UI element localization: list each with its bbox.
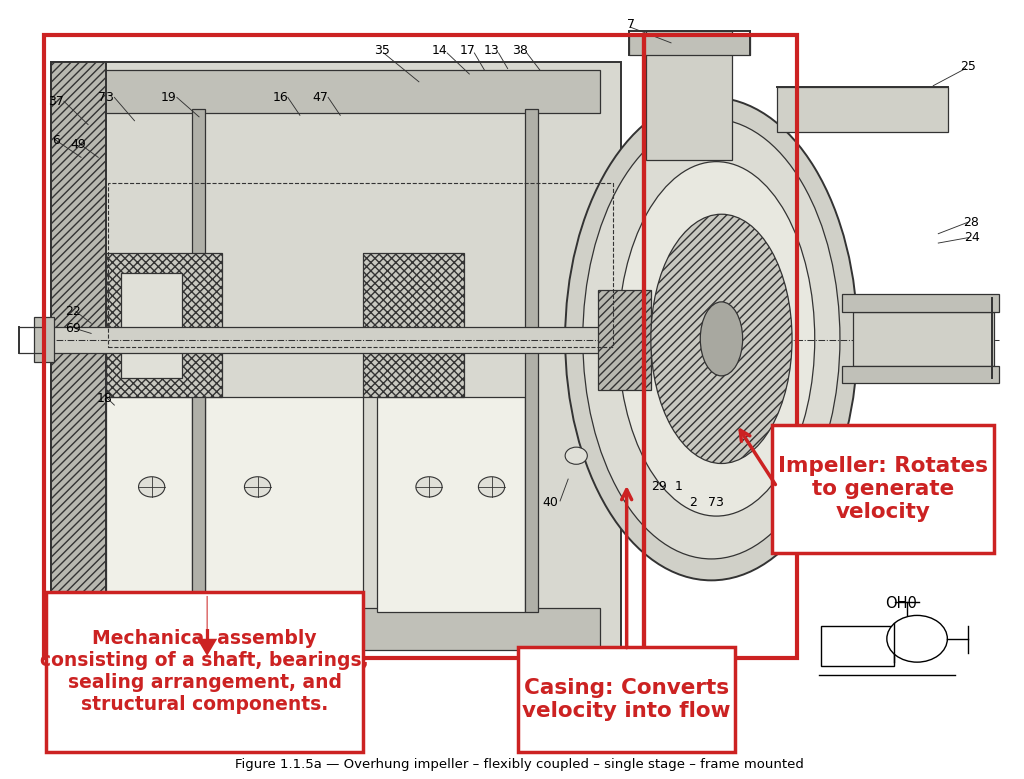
Bar xyxy=(524,109,538,612)
Bar xyxy=(109,183,612,347)
Circle shape xyxy=(245,477,270,497)
Text: Figure 1.1.5a — Overhung impeller – flexibly coupled – single stage – frame moun: Figure 1.1.5a — Overhung impeller – flex… xyxy=(236,759,804,771)
Bar xyxy=(843,294,998,312)
Ellipse shape xyxy=(583,119,840,559)
Ellipse shape xyxy=(618,162,815,516)
Text: 35: 35 xyxy=(374,44,389,57)
Text: 49: 49 xyxy=(71,138,86,150)
Bar xyxy=(46,327,807,353)
Bar xyxy=(777,87,948,132)
Bar xyxy=(377,397,524,612)
Ellipse shape xyxy=(565,97,857,580)
Bar xyxy=(122,273,182,378)
Text: 16: 16 xyxy=(272,91,289,104)
Text: 25: 25 xyxy=(961,60,977,72)
Circle shape xyxy=(565,447,588,464)
Ellipse shape xyxy=(700,302,742,376)
Bar xyxy=(598,290,651,390)
Text: 1: 1 xyxy=(675,481,683,493)
Text: 14: 14 xyxy=(431,44,446,57)
Text: 17: 17 xyxy=(460,44,475,57)
Text: 69: 69 xyxy=(66,323,81,335)
Bar xyxy=(106,397,191,612)
Bar xyxy=(364,253,464,397)
Bar xyxy=(51,62,106,650)
Circle shape xyxy=(416,477,442,497)
Bar xyxy=(646,31,731,160)
Text: 47: 47 xyxy=(312,91,328,104)
Bar xyxy=(106,253,222,397)
Text: 22: 22 xyxy=(66,305,81,318)
Text: 6: 6 xyxy=(52,134,59,146)
Text: 7: 7 xyxy=(627,19,635,31)
Bar xyxy=(71,70,600,113)
Text: 38: 38 xyxy=(512,44,527,57)
Bar xyxy=(364,253,464,397)
Text: 24: 24 xyxy=(964,231,979,244)
Text: Casing: Converts
velocity into flow: Casing: Converts velocity into flow xyxy=(522,678,730,721)
Bar xyxy=(629,35,750,55)
Bar xyxy=(51,62,621,650)
Circle shape xyxy=(887,615,947,662)
Circle shape xyxy=(478,477,505,497)
Bar xyxy=(51,62,106,650)
FancyBboxPatch shape xyxy=(46,592,364,752)
Text: 13: 13 xyxy=(483,44,500,57)
Text: 19: 19 xyxy=(161,91,177,104)
Text: 40: 40 xyxy=(542,496,558,509)
Text: 29: 29 xyxy=(651,481,667,493)
Bar xyxy=(34,317,54,362)
FancyArrow shape xyxy=(197,596,217,656)
Bar xyxy=(191,109,205,612)
Text: OH0: OH0 xyxy=(885,596,916,612)
Bar xyxy=(821,626,894,666)
FancyBboxPatch shape xyxy=(772,425,993,553)
Bar xyxy=(71,608,600,650)
Bar xyxy=(205,397,364,612)
Text: Impeller: Rotates
to generate
velocity: Impeller: Rotates to generate velocity xyxy=(778,456,988,522)
Bar xyxy=(853,312,993,366)
Text: 18: 18 xyxy=(96,393,113,405)
Text: Mechanical assembly
consisting of a shaft, bearings,
sealing arrangement, and
st: Mechanical assembly consisting of a shaf… xyxy=(40,629,369,714)
Text: 73: 73 xyxy=(709,496,724,509)
Circle shape xyxy=(138,477,165,497)
Bar xyxy=(106,253,222,397)
Text: 2: 2 xyxy=(689,496,697,509)
Bar xyxy=(843,366,998,383)
Text: 28: 28 xyxy=(964,216,980,228)
Bar xyxy=(598,290,651,390)
Ellipse shape xyxy=(651,214,792,464)
Text: 37: 37 xyxy=(48,95,63,108)
Text: 73: 73 xyxy=(98,91,115,104)
FancyBboxPatch shape xyxy=(518,647,734,752)
